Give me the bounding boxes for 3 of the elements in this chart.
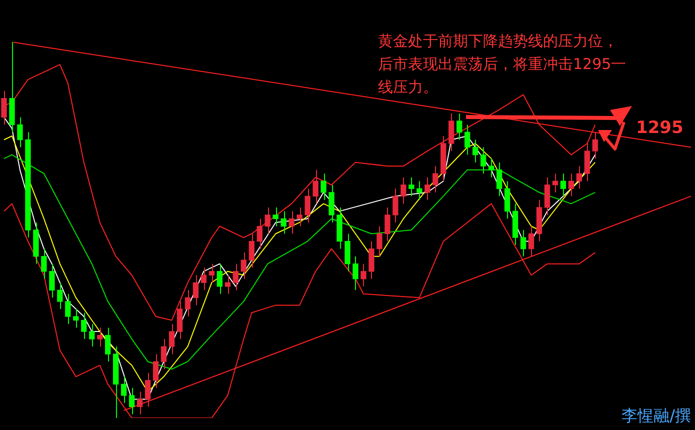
annotation: 李惺融/撰 [622, 406, 691, 427]
annotation: 黄金处于前期下降趋势线的压力位，后市表现出震荡后，将重冲击1295一线压力。 [378, 31, 628, 98]
annotation: 1295 [636, 118, 684, 138]
